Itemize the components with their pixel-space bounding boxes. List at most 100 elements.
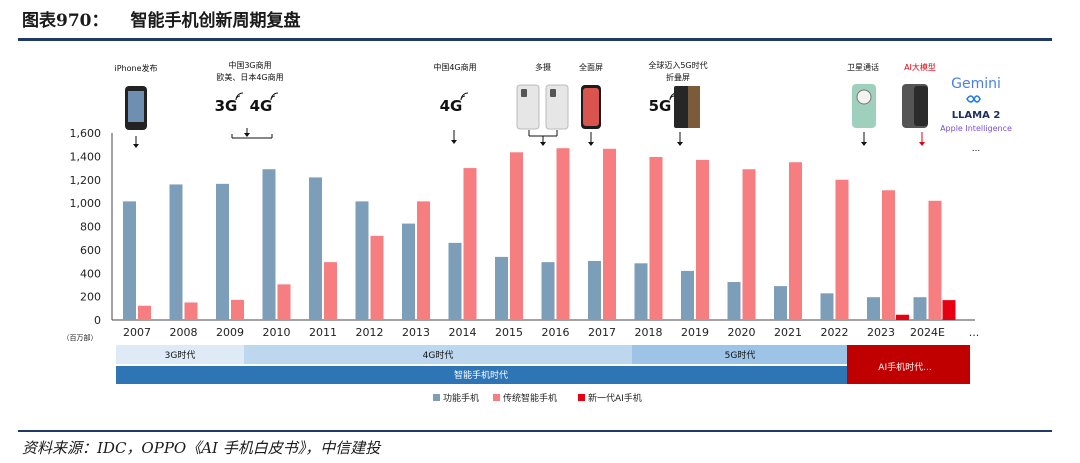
band-5g — [632, 345, 847, 364]
arrow-head — [861, 142, 867, 146]
band-ai-era-label: AI手机时代... — [878, 361, 931, 373]
bar-feature-2021 — [774, 286, 787, 320]
figure-number: 图表970： — [22, 11, 109, 31]
bar-traditional-2024E — [928, 200, 942, 320]
annotation-ai-model: AI大模型 — [904, 62, 936, 72]
fullscreen-screen — [583, 88, 599, 126]
bar-traditional-2018 — [649, 156, 663, 320]
y-tick-label: 800 — [80, 221, 101, 234]
band-5g-label: 5G时代 — [725, 349, 756, 361]
x-tick-label: 2013 — [402, 326, 430, 339]
x-tick-label: 2022 — [821, 326, 849, 339]
bar-feature-2020 — [727, 282, 741, 320]
bar-traditional-2009 — [231, 299, 244, 320]
bar-traditional-2016 — [556, 148, 570, 320]
arrow-head — [451, 140, 457, 144]
x-tick-label: 2024E — [910, 326, 945, 339]
ai-models-ellipsis: ... — [972, 144, 981, 154]
figure-title: 智能手机创新周期复盘 — [130, 11, 301, 31]
bar-feature-2010 — [262, 169, 276, 320]
bar-traditional-2015 — [510, 152, 523, 320]
gemini-logo: Gemini — [951, 76, 1001, 92]
y-tick-label: 1,400 — [70, 150, 102, 163]
annotation-arrows — [133, 128, 925, 148]
y-tick-label: 1,600 — [70, 127, 102, 140]
signal-icons — [235, 92, 678, 101]
legend-swatch-traditional — [493, 394, 500, 401]
y-tick-label: 1,200 — [70, 174, 102, 187]
source-note: 资料来源：IDC，OPPO《AI 手机白皮书》，中信建投 — [22, 439, 381, 457]
label-3g: 3G — [215, 97, 238, 115]
annotation-eu-4g: 欧美、日本4G商用 — [216, 72, 283, 82]
bars — [123, 148, 956, 320]
x-tick-label: ... — [969, 326, 980, 339]
annotation-5g: 全球迈入5G时代 — [648, 60, 707, 70]
apple-intelligence-logo: Apple Intelligence — [940, 124, 1012, 133]
bar-feature-2013 — [402, 223, 415, 320]
arrow-head — [244, 133, 250, 137]
bar-traditional-2010 — [277, 284, 291, 320]
top-divider — [18, 38, 1052, 41]
signal-icon — [270, 92, 279, 101]
band-4g — [244, 345, 632, 364]
x-tick-label: 2019 — [681, 326, 709, 339]
legend-label-traditional: 传统智能手机 — [503, 392, 557, 404]
x-tick-label: 2016 — [542, 326, 570, 339]
bar-ai-2023 — [896, 314, 909, 320]
x-tick-label: 2014 — [449, 326, 477, 339]
iphone-screen — [128, 91, 144, 122]
bar-feature-2008 — [169, 184, 183, 320]
multicam-phone-image — [545, 84, 569, 130]
bar-ai-2024E — [942, 300, 956, 320]
band-ai-era — [847, 345, 970, 384]
bar-feature-2014 — [448, 242, 462, 320]
bar-feature-2015 — [495, 256, 508, 320]
meta-icon — [966, 95, 981, 103]
bar-feature-2016 — [541, 262, 555, 320]
label-4g-b: 4G — [440, 97, 463, 115]
bar-traditional-2014 — [463, 168, 477, 320]
x-tick-label: 2020 — [728, 326, 756, 339]
annotations: iPhone发布 中国3G商用 欧美、日本4G商用 中国4G商用 多摄 全面屏 … — [114, 60, 1012, 154]
bar-feature-2011 — [309, 177, 322, 320]
bar-traditional-2023 — [882, 190, 895, 320]
annotation-satellite: 卫星通话 — [847, 62, 879, 72]
x-tick-label: 2011 — [309, 326, 337, 339]
legend-label-ai: 新一代AI手机 — [588, 392, 642, 404]
annotation-multicam: 多摄 — [535, 62, 551, 72]
bar-feature-2018 — [634, 263, 648, 320]
bar-feature-2022 — [820, 293, 834, 320]
bar-traditional-2022 — [835, 179, 849, 320]
x-tick-label: 2021 — [774, 326, 802, 339]
legend: 功能手机 传统智能手机 新一代AI手机 — [433, 392, 642, 404]
bar-traditional-2013 — [417, 201, 430, 320]
llama-logo: LLAMA 2 — [952, 110, 1001, 121]
camera-icon — [550, 89, 556, 97]
y-tick-label: 400 — [80, 267, 101, 280]
y-tick-label: 600 — [80, 244, 101, 257]
band-smart-era-label: 智能手机时代 — [454, 369, 508, 381]
arrow-head — [540, 142, 546, 146]
annotation-foldable: 折叠屏 — [666, 72, 690, 82]
bar-traditional-2020 — [742, 169, 756, 320]
x-tick-label: 2017 — [588, 326, 616, 339]
legend-label-feature: 功能手机 — [443, 392, 479, 404]
bar-traditional-2019 — [696, 159, 709, 320]
band-3g — [116, 345, 244, 364]
bar-traditional-2011 — [324, 262, 337, 320]
bar-traditional-2017 — [603, 148, 616, 320]
annotation-china4g: 中国4G商用 — [433, 62, 476, 72]
y-tick-label: 0 — [94, 314, 101, 327]
x-tick-label: 2018 — [635, 326, 663, 339]
x-tick-label: 2023 — [867, 326, 895, 339]
bar-feature-2012 — [355, 201, 369, 320]
arrow-head — [588, 142, 594, 146]
legend-swatch-ai — [578, 394, 585, 401]
bar-feature-2019 — [681, 270, 694, 320]
phone-images — [125, 84, 928, 130]
unit-label: （百万部） — [63, 333, 98, 342]
label-5g: 5G — [649, 97, 672, 115]
y-tick-label: 1,000 — [70, 197, 102, 210]
annotation-fullscreen: 全面屏 — [579, 62, 603, 72]
